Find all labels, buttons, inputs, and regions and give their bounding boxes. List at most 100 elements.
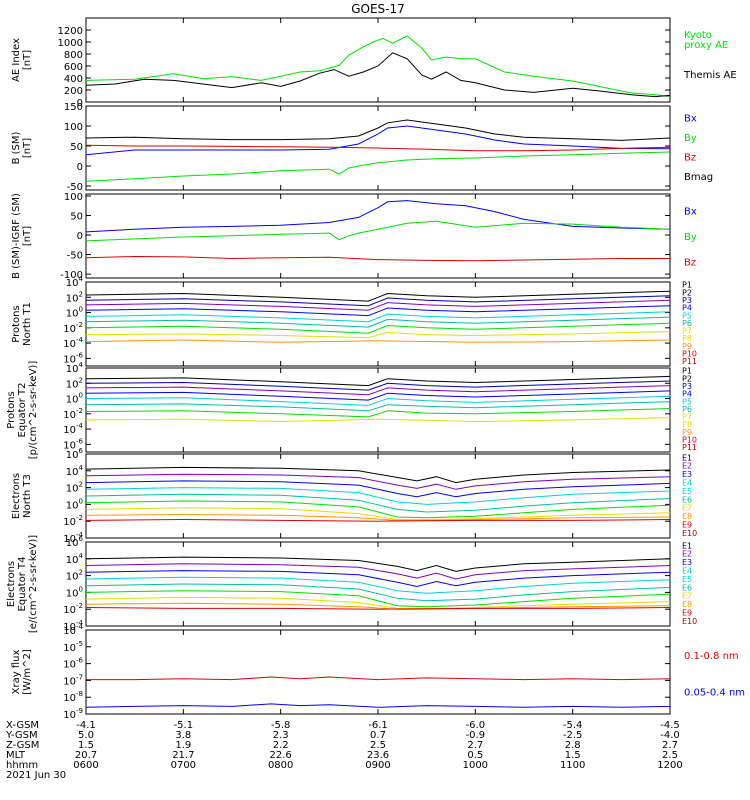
y-tick-label: 10-2 <box>63 514 83 528</box>
y-axis-label: Equator T2 <box>17 383 28 438</box>
footer-value: 0800 <box>268 760 293 771</box>
legend-entry: E9 <box>682 521 692 530</box>
y-tick-label: 10-2 <box>63 602 83 616</box>
y-axis-label: [W/m^2] <box>22 649 33 695</box>
legend-entry: P9 <box>682 428 692 437</box>
y-tick-label: 10-4 <box>63 623 83 637</box>
footer-value: -6.1 <box>368 720 388 731</box>
legend-entry: E7 <box>682 504 692 513</box>
y-tick-label: 10-2 <box>63 321 83 335</box>
legend-entry: E5 <box>682 487 692 496</box>
y-axis-label: Protons <box>6 391 17 428</box>
legend-entry: P6 <box>682 319 692 328</box>
y-tick-label: 150 <box>64 102 83 113</box>
y-tick-label: 800 <box>64 50 83 61</box>
y-tick-label: 0 <box>77 98 83 109</box>
series-bz-line <box>85 144 671 152</box>
series-p6-line <box>85 401 671 412</box>
series-e6-line <box>85 500 671 519</box>
series-e7-line <box>85 596 671 609</box>
y-axis-label: North T3 <box>22 474 33 518</box>
legend-entry: E10 <box>682 617 697 626</box>
series-p8-line <box>85 331 671 339</box>
panel-frame <box>85 629 671 715</box>
legend-entry: P3 <box>682 296 692 305</box>
series-p7-line <box>85 408 671 418</box>
footer-value: -5.4 <box>563 720 583 731</box>
legend-entry: Bx <box>684 114 697 125</box>
y-tick-label: 100 <box>66 497 83 511</box>
y-tick-label: 10-4 <box>63 336 83 350</box>
y-tick-label: 10-6 <box>63 657 83 671</box>
legend-entry: E5 <box>682 575 692 584</box>
series-p7-line <box>85 322 671 334</box>
legend-entry: E6 <box>682 583 692 592</box>
series-e8-line <box>85 513 671 521</box>
y-tick-label: 10-2 <box>63 407 83 421</box>
y-tick-label: 0 <box>77 231 83 242</box>
y-axis-label: [nT] <box>22 226 33 246</box>
y-axis-label: Protons <box>11 305 22 342</box>
legend-entry: P1 <box>682 367 692 376</box>
legend-entry: E1 <box>682 541 692 550</box>
y-tick-label: 400 <box>64 74 83 85</box>
footer-value: 1000 <box>463 760 488 771</box>
y-tick-label: 10-9 <box>63 707 83 721</box>
legend-entry: E2 <box>682 462 692 471</box>
legend-entry: E8 <box>682 600 692 609</box>
legend-entry: P11 <box>682 443 697 452</box>
series-e3-line <box>85 480 671 498</box>
figure-title: GOES-17 <box>351 2 405 16</box>
legend-entry: E2 <box>682 550 692 559</box>
footer-value: 0.7 <box>370 730 386 741</box>
footer-value: 1100 <box>560 760 585 771</box>
y-axis-label: [e/(cm^2-s-sr-keV)] <box>28 535 39 633</box>
series-themis-ae-line <box>85 52 671 98</box>
y-tick-label: 100 <box>66 585 83 599</box>
footer-value: 0600 <box>73 760 98 771</box>
series-e1-line <box>85 466 671 484</box>
y-tick-label: 102 <box>66 376 83 390</box>
footer-value: 2.7 <box>662 740 678 751</box>
legend-entry: E1 <box>682 453 692 462</box>
y-tick-label: -50 <box>67 182 83 193</box>
y-axis-label: Electrons <box>11 473 22 519</box>
y-axis-label: Electrons <box>6 561 17 607</box>
series-e4-line <box>85 576 671 594</box>
y-axis-label: [nT] <box>22 50 33 70</box>
series-p6-line <box>85 316 671 328</box>
footer-value: 23.6 <box>367 750 389 761</box>
y-tick-label: 100 <box>66 392 83 406</box>
legend-entry: P2 <box>682 288 692 297</box>
series-e2-line <box>85 563 671 580</box>
footer-value: -4.0 <box>660 730 680 741</box>
series-p2-line <box>85 380 671 391</box>
y-tick-label: 100 <box>64 192 83 203</box>
footer-row-label: Y-GSM <box>5 730 38 741</box>
legend-entry: P1 <box>682 281 692 290</box>
series-bx-line <box>85 200 671 233</box>
footer-value: -5.8 <box>271 720 291 731</box>
legend-entry: Bmag <box>684 172 713 183</box>
series-e9-line <box>85 518 671 522</box>
series-p3-line <box>85 299 671 311</box>
footer-value: 2.2 <box>273 740 289 751</box>
y-tick-label: 104 <box>66 275 84 289</box>
footer-value: 22.6 <box>270 750 292 761</box>
legend-entry: E6 <box>682 495 692 504</box>
footer-row-label: X-GSM <box>6 720 39 731</box>
footer-value: 0700 <box>171 760 196 771</box>
footer-value: 2.5 <box>662 750 678 761</box>
legend-entry: E3 <box>682 558 692 567</box>
y-tick-label: 0 <box>77 162 83 173</box>
series-p8-line <box>85 417 671 423</box>
y-axis-label: Equator T4 <box>17 557 28 612</box>
series-e5-line <box>85 583 671 602</box>
series-e2-line <box>85 473 671 490</box>
legend-entry: E9 <box>682 609 692 618</box>
legend-entry: P11 <box>682 357 697 366</box>
